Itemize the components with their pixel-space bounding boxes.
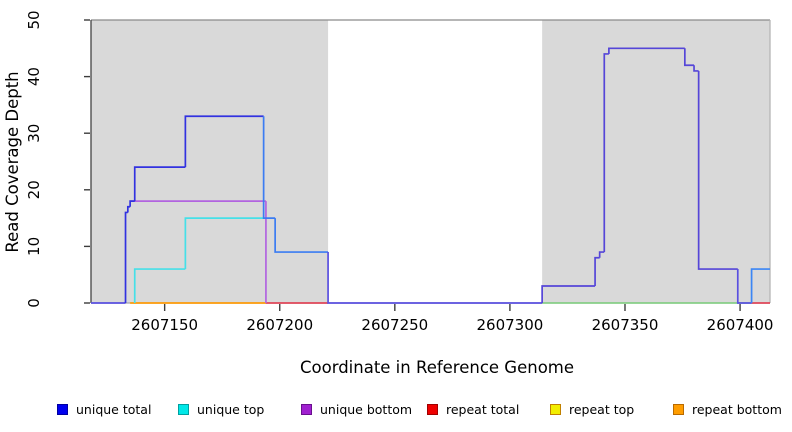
series-unique-total bbox=[750, 268, 770, 303]
legend-label: repeat total bbox=[446, 402, 520, 417]
legend-item-repeat-total: repeat total bbox=[427, 402, 519, 417]
series-unique-total bbox=[129, 200, 135, 207]
legend: unique total unique top unique bottom repea… bbox=[0, 396, 792, 432]
x-tick-label: 2607250 bbox=[361, 316, 428, 334]
coverage-plot: 2607150 2607200 2607250 2607300 2607350 26074… bbox=[3, 10, 774, 377]
series-unique-total bbox=[608, 47, 685, 54]
x-tick-label: 2607400 bbox=[707, 316, 774, 334]
series-unique-total bbox=[274, 218, 329, 253]
series-unique-total bbox=[262, 116, 276, 219]
y-tick-label: 0 bbox=[25, 298, 43, 308]
shaded-region bbox=[542, 20, 770, 303]
series-unique-total bbox=[327, 252, 543, 304]
legend-item-unique-bottom: unique bottom bbox=[301, 402, 412, 417]
legend-label: unique bottom bbox=[320, 402, 413, 417]
legend-item-unique-top: unique top bbox=[178, 402, 264, 417]
shaded-region bbox=[91, 20, 329, 303]
legend-swatch-icon bbox=[550, 404, 561, 415]
legend-swatch-icon bbox=[301, 404, 312, 415]
series-unique-total bbox=[598, 251, 605, 258]
y-tick-label: 40 bbox=[25, 67, 43, 86]
series-unique-total bbox=[603, 53, 609, 253]
legend-label: unique top bbox=[197, 402, 265, 417]
x-tick-label: 2607150 bbox=[131, 316, 198, 334]
legend-item-unique-total: unique total bbox=[57, 402, 151, 417]
series-unique-top bbox=[184, 217, 264, 270]
series-unique-total bbox=[184, 115, 264, 168]
x-tick-label: 2607200 bbox=[246, 316, 313, 334]
series-unique-total bbox=[736, 269, 752, 304]
legend-swatch-icon bbox=[57, 404, 68, 415]
legend-item-repeat-bottom: repeat bottom bbox=[673, 402, 782, 417]
x-tick-label: 2607350 bbox=[592, 316, 659, 334]
y-tick-label: 30 bbox=[25, 124, 43, 143]
y-tick-label: 20 bbox=[25, 180, 43, 199]
legend-swatch-icon bbox=[673, 404, 684, 415]
series-unique-total bbox=[594, 256, 600, 287]
y-tick-label: 10 bbox=[25, 237, 43, 256]
legend-label: repeat top bbox=[569, 402, 635, 417]
legend-swatch-icon bbox=[178, 404, 189, 415]
y-axis-title: Read Coverage Depth bbox=[3, 71, 22, 252]
series-unique-total bbox=[693, 65, 699, 72]
series-unique-total bbox=[133, 166, 186, 202]
legend-item-repeat-top: repeat top bbox=[550, 402, 634, 417]
series-unique-top bbox=[133, 268, 186, 303]
y-tick-label: 50 bbox=[25, 10, 43, 29]
legend-label: repeat bottom bbox=[692, 402, 782, 417]
legend-swatch-icon bbox=[427, 404, 438, 415]
series-unique-total bbox=[541, 285, 596, 303]
x-axis-title: Coordinate in Reference Genome bbox=[300, 358, 574, 377]
x-tick-label: 2607300 bbox=[477, 316, 544, 334]
series-unique-total bbox=[683, 48, 695, 67]
series-unique-total bbox=[697, 70, 738, 270]
legend-label: unique total bbox=[76, 402, 152, 417]
